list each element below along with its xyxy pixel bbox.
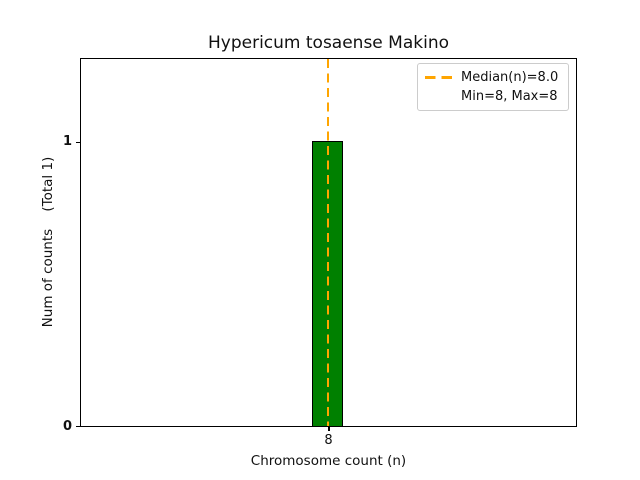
legend-entry-median: Median(n)=8.0 — [425, 68, 561, 87]
y-tick-label-1: 1 — [62, 134, 72, 149]
legend-swatch-spacer — [425, 95, 452, 98]
y-tick-mark-1 — [76, 141, 80, 143]
legend-label-min-max: Min=8, Max=8 — [461, 88, 558, 104]
plot-area — [80, 58, 577, 427]
y-tick-label-0: 0 — [62, 419, 72, 434]
x-tick-label-8: 8 — [324, 433, 333, 448]
median-dashed-line — [327, 59, 329, 426]
legend-label-median: Median(n)=8.0 — [461, 69, 559, 85]
legend: Median(n)=8.0 Min=8, Max=8 — [417, 63, 569, 111]
x-tick-mark-8 — [328, 427, 330, 431]
orange-dashed-line-icon — [425, 76, 452, 79]
chart-title: Hypericum tosaense Makino — [207, 33, 449, 53]
y-tick-mark-0 — [76, 425, 80, 427]
x-axis-label: Chromosome count (n) — [250, 453, 407, 469]
legend-entry-min-max: Min=8, Max=8 — [425, 87, 561, 106]
